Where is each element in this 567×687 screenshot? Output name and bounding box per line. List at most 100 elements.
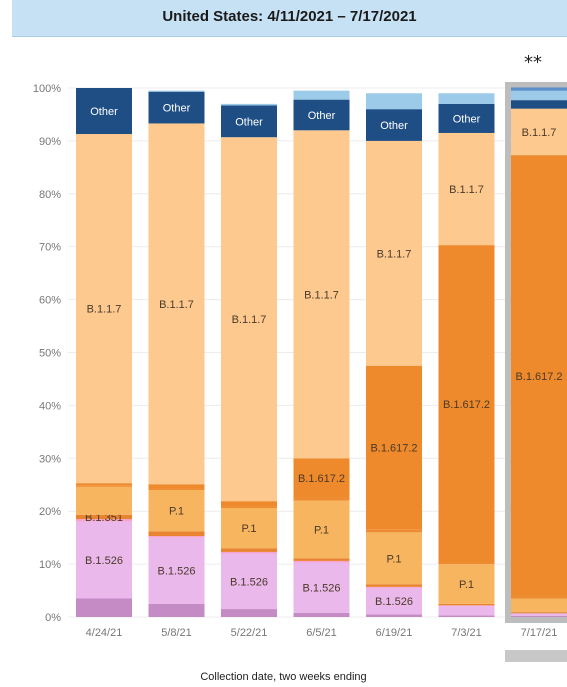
x-tick-label: 7/3/21 [451, 627, 482, 639]
bar-segment [511, 598, 567, 613]
nowcast-footer-bar [505, 650, 567, 662]
bar-segment [366, 93, 422, 110]
bar-segment [438, 615, 495, 617]
segment-label: B.1.526 [230, 576, 268, 588]
bar-segment [148, 490, 205, 532]
bar-segment [293, 558, 350, 561]
y-tick-label: 100% [33, 83, 61, 95]
segment-label: P.1 [459, 579, 474, 591]
bar-segment [438, 605, 495, 606]
bar-segment [438, 132, 495, 246]
y-tick-label: 0% [45, 612, 61, 624]
bar-segment [511, 100, 567, 109]
bar-segment [76, 134, 132, 484]
segment-label: B.1.1.7 [377, 248, 412, 260]
title-bar: United States: 4/11/2021 – 7/17/2021 [12, 0, 567, 37]
segment-label: B.1.526 [158, 566, 196, 578]
nowcast-footnote-mark: ** [524, 52, 542, 73]
bar-segment [293, 90, 350, 100]
x-tick-label: 7/17/21 [521, 627, 558, 639]
segment-label: B.1.617.2 [370, 443, 417, 455]
segment-label: P.1 [386, 553, 401, 565]
x-axis-label: Collection date, two weeks ending [200, 671, 367, 683]
bar-segment [221, 105, 277, 138]
bar-segment [76, 486, 132, 515]
bar-segment [511, 612, 567, 614]
bar-segment [148, 484, 205, 489]
x-tick-label: 5/8/21 [161, 627, 192, 639]
segment-label: B.1.617.2 [298, 473, 345, 485]
bar-segment [148, 531, 205, 537]
bar-segment [366, 140, 422, 366]
bar-segment [438, 562, 495, 565]
segment-label: B.1.1.7 [232, 314, 267, 326]
y-tick-label: 60% [39, 295, 61, 307]
bar-segment [76, 598, 132, 617]
bar-segment [148, 536, 205, 538]
segment-label: B.1.617.2 [515, 371, 562, 383]
bar-segment [221, 548, 277, 552]
bar-segment [366, 529, 422, 533]
segment-label: B.1.1.7 [159, 299, 194, 311]
segment-label: Other [163, 103, 191, 115]
bar-segment [438, 103, 495, 133]
y-tick-label: 50% [39, 348, 61, 360]
bar-segment [148, 488, 205, 491]
segment-label: B.1.1.7 [449, 184, 484, 196]
bar-segment [366, 586, 422, 588]
segment-label: B.1.617.2 [443, 399, 490, 411]
bar-segment [511, 155, 567, 597]
bar-segment [366, 109, 422, 141]
bar-segment [438, 603, 495, 606]
bar-segment [366, 532, 422, 585]
y-tick-label: 20% [39, 506, 61, 518]
bar-segment [293, 560, 350, 563]
segment-label: B.1.526 [85, 555, 123, 567]
bar-segment [293, 497, 350, 501]
bar-segment [76, 88, 132, 135]
y-tick-label: 90% [39, 136, 61, 148]
bar-segment [293, 99, 350, 131]
chart-title: United States: 4/11/2021 – 7/17/2021 [162, 8, 417, 25]
segment-label: B.1.1.7 [87, 304, 122, 316]
segment-label: Other [380, 120, 408, 132]
bar-segment [511, 87, 567, 91]
bar-segment [76, 514, 132, 520]
segment-label: Other [308, 110, 336, 122]
bar-segment [511, 90, 567, 101]
bar-segment [293, 500, 350, 559]
bar-segment [76, 483, 132, 486]
bar-segment [293, 562, 350, 613]
segment-label: P.1 [314, 524, 329, 536]
segment-label: Other [453, 113, 481, 125]
bar-segment [366, 614, 422, 617]
segment-label: B.1.1.7 [304, 289, 339, 301]
bar-segment [221, 137, 277, 502]
y-tick-label: 80% [39, 189, 61, 201]
bar-segment [366, 365, 422, 530]
bar-segment [221, 508, 277, 549]
x-tick-label: 6/19/21 [376, 627, 413, 639]
bar-segment [438, 605, 495, 616]
bar-segment [221, 553, 277, 610]
segment-label: B.1.351 [85, 512, 123, 524]
segment-label: B.1.526 [375, 596, 413, 608]
bar-segment [438, 93, 495, 104]
bar-segment [148, 91, 205, 124]
bar-segment [511, 108, 567, 156]
bar-segment [76, 485, 132, 487]
bar-segment [221, 103, 277, 106]
bar-segment [221, 506, 277, 509]
y-tick-label: 10% [39, 559, 61, 571]
segment-label: B.1.1.7 [522, 127, 557, 139]
bar-segment [366, 587, 422, 615]
x-tick-label: 4/24/21 [86, 627, 123, 639]
y-tick-label: 40% [39, 400, 61, 412]
bar-segment [366, 584, 422, 587]
segment-label: B.1.526 [303, 583, 341, 595]
bar-segment [221, 551, 277, 554]
bar-segment [511, 613, 567, 616]
bar-segment [293, 612, 350, 617]
bar-segment [221, 609, 277, 617]
x-tick-label: 5/22/21 [231, 627, 268, 639]
